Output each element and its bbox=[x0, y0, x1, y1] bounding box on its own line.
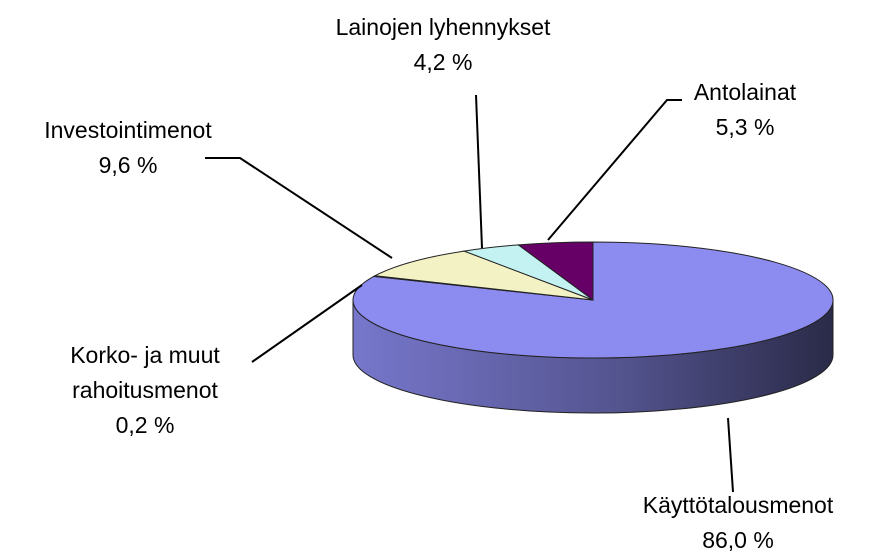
slice-label: Investointimenot 9,6 % bbox=[8, 113, 248, 183]
slice-label: Lainojen lyhennykset 4,2 % bbox=[293, 10, 593, 80]
category-name: Käyttötalousmenot bbox=[642, 492, 834, 518]
leader-line bbox=[475, 94, 483, 249]
slice-label: Antolainat 5,3 % bbox=[645, 75, 845, 145]
leader-lines bbox=[205, 94, 734, 493]
leader-line bbox=[547, 99, 682, 241]
category-name: Korko- ja muut rahoitusmenot bbox=[70, 342, 220, 403]
leader-line bbox=[727, 417, 734, 493]
value-label: 0,2 % bbox=[115, 412, 175, 438]
value-label: 5,3 % bbox=[715, 114, 775, 140]
category-name: Lainojen lyhennykset bbox=[335, 14, 551, 40]
slice-label: Korko- ja muut rahoitusmenot 0,2 % bbox=[45, 338, 245, 443]
slice-label: Käyttötalousmenot 86,0 % bbox=[608, 488, 868, 558]
slice bbox=[516, 241, 594, 301]
value-label: 9,6 % bbox=[98, 152, 158, 178]
value-label: 4,2 % bbox=[413, 49, 473, 75]
category-name: Investointimenot bbox=[44, 117, 212, 143]
value-label: 86,0 % bbox=[702, 527, 774, 553]
slice bbox=[373, 250, 594, 301]
leader-line bbox=[205, 157, 393, 259]
leader-line bbox=[251, 284, 363, 363]
slices bbox=[352, 241, 834, 414]
category-name: Antolainat bbox=[693, 79, 797, 105]
